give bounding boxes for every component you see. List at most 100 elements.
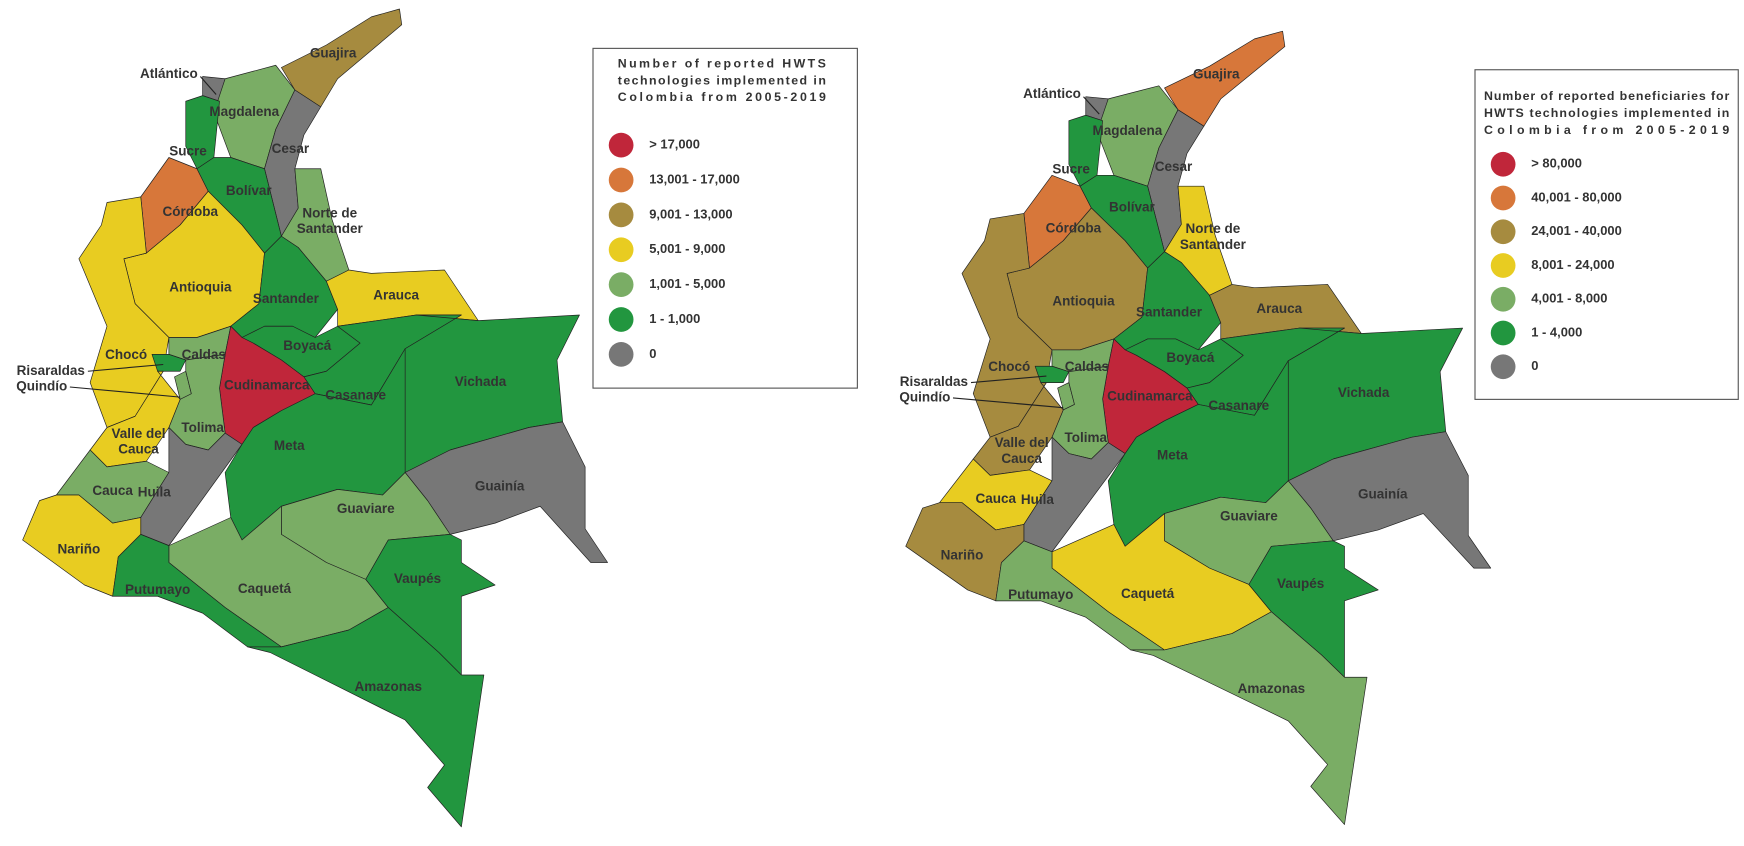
legend-label: 1 - 4,000 — [1531, 324, 1582, 339]
region-label: Amazonas — [1238, 681, 1306, 696]
region-label: Atlántico — [1023, 86, 1081, 101]
legend-label: > 17,000 — [649, 137, 700, 152]
region-label: Cesar — [272, 141, 310, 156]
region-label: Vaupés — [1277, 576, 1324, 591]
region-label: Guaviare — [1220, 508, 1278, 523]
region — [1248, 540, 1379, 678]
region-label: Tolima — [1064, 430, 1107, 445]
region-label: Santander — [1136, 304, 1203, 319]
region-label: Guajira — [310, 46, 357, 61]
region-label: Chocó — [105, 347, 147, 362]
leader-line — [69, 386, 181, 398]
legend-swatch — [608, 167, 634, 193]
legend-swatch — [608, 202, 634, 228]
region-label: Sucre — [1052, 161, 1090, 176]
legend-label: 4,001 - 8,000 — [1531, 291, 1607, 306]
region-label: Meta — [1157, 447, 1188, 462]
region-label: Córdoba — [163, 204, 219, 219]
legend-title: technologies implemented in — [618, 73, 826, 87]
region-label: Guainía — [1358, 487, 1408, 502]
region-label: Valle del — [995, 435, 1049, 450]
region-label: Vaupés — [394, 571, 441, 586]
legend-swatch — [608, 307, 634, 332]
region-label: Antioquia — [169, 280, 232, 295]
legend-swatch — [608, 237, 634, 263]
legend-swatch — [608, 342, 634, 367]
legend-label: 1 - 1,000 — [649, 311, 700, 326]
region-label: Cauca — [975, 491, 1016, 506]
region-label: Santander — [1180, 237, 1247, 252]
region-label: Santander — [253, 291, 320, 306]
legend-label: 40,001 - 80,000 — [1531, 189, 1622, 204]
region — [247, 607, 485, 828]
legend-label: 0 — [1531, 358, 1538, 373]
region-label: Cauca — [92, 483, 133, 498]
legend-label: 8,001 - 24,000 — [1531, 257, 1614, 272]
legend-title: Number of reported beneficiaries for — [1484, 89, 1729, 103]
region-label: Cauca — [1001, 451, 1042, 466]
legend-label: 5,001 - 9,000 — [649, 241, 725, 256]
region-label: Risaraldas — [900, 374, 968, 389]
legend-box — [1474, 69, 1739, 400]
region-label: Caldas — [182, 347, 226, 362]
legend-title: Colombia from 2005-2019 — [1484, 123, 1729, 137]
region-label: Vichada — [1338, 385, 1390, 400]
region — [1023, 436, 1126, 553]
region — [140, 427, 243, 546]
region-label: Bolívar — [1109, 200, 1156, 215]
region — [1130, 611, 1368, 825]
region-label: Putumayo — [125, 582, 190, 597]
region-label: Córdoba — [1046, 220, 1102, 235]
legend-swatch — [1490, 286, 1516, 312]
leader-line — [952, 397, 1064, 409]
leader-line — [970, 375, 1047, 384]
region-label: Guainía — [475, 479, 525, 494]
region-label: Cudinamarca — [1107, 388, 1193, 403]
region-label: Sucre — [169, 143, 207, 158]
region-label: Atlántico — [140, 66, 198, 81]
region — [151, 354, 187, 372]
legend-swatch — [1490, 320, 1516, 346]
legend-label: 1,001 - 5,000 — [649, 276, 725, 291]
leader-line — [199, 76, 217, 95]
region-label: Nariño — [57, 542, 100, 557]
region-label: Huila — [1021, 492, 1054, 507]
region-label: Bolívar — [226, 183, 273, 198]
legend-swatch — [1490, 354, 1516, 380]
region-label: Magdalena — [209, 104, 279, 119]
region-label: Meta — [274, 438, 305, 453]
leader-line — [1083, 96, 1100, 115]
region-label: Boyacá — [1166, 350, 1215, 365]
region-label: Huila — [138, 484, 171, 499]
region-label: Putumayo — [1008, 587, 1073, 602]
legend-label: 9,001 - 13,000 — [649, 206, 732, 221]
region-label: Antioquia — [1052, 293, 1115, 308]
legend-swatch — [1490, 151, 1516, 177]
legend-title: HWTS technologies implemented in — [1484, 106, 1729, 120]
region-label: Cudinamarca — [224, 377, 310, 392]
region-label: Santander — [297, 221, 364, 236]
region-label: Norte de — [1185, 221, 1240, 236]
map: Guajira Atlántico Magdalena Cesar Sucre Córdo… — [899, 30, 1492, 825]
region-label: Arauca — [1256, 301, 1302, 316]
region-label: Risaraldas — [17, 363, 85, 378]
legend-swatch — [1490, 219, 1516, 245]
region-label: Magdalena — [1092, 123, 1162, 138]
legend-swatch — [608, 272, 634, 297]
region-label: Cesar — [1155, 159, 1193, 174]
region-label: Casanare — [325, 388, 386, 403]
legend-swatch — [1490, 253, 1516, 278]
legend-label: 13,001 - 17,000 — [649, 171, 740, 186]
region-label: Norte de — [302, 205, 357, 220]
region-label: Valle del — [111, 426, 165, 441]
region-label: Chocó — [988, 359, 1030, 374]
region-label: Tolima — [181, 420, 224, 435]
region-label: Cauca — [118, 442, 159, 457]
legend-label: 0 — [649, 346, 656, 361]
legend-title: Colombia from 2005-2019 — [618, 90, 826, 104]
legend-swatch — [1490, 185, 1516, 211]
map: Guajira Atlántico Magdalena Cesar Sucre Córdo… — [16, 8, 608, 828]
legend-swatch — [608, 132, 634, 158]
